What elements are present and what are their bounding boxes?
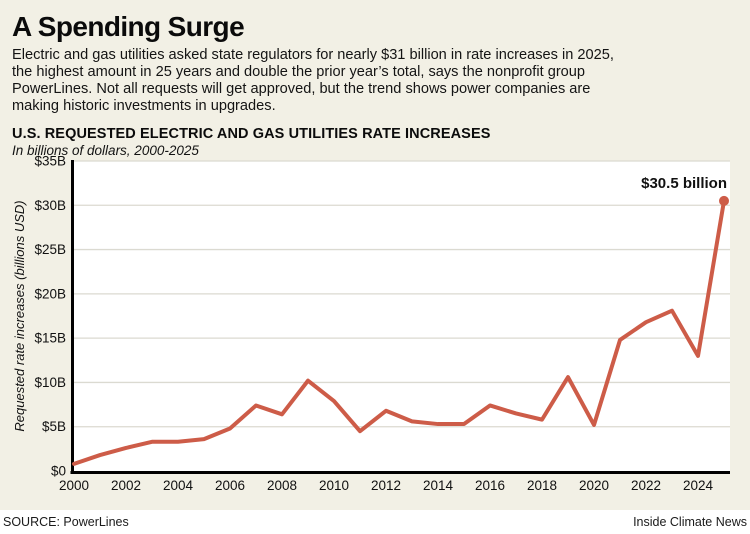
page-title: A Spending Surge [12, 11, 245, 42]
y-axis-tick-label: $5B [42, 419, 66, 434]
x-axis-tick-label: 2016 [475, 478, 505, 493]
source-credit: SOURCE: PowerLines [3, 515, 129, 529]
x-axis-tick-label: 2012 [371, 478, 401, 493]
y-axis-title: Requested rate increases (billions USD) [12, 200, 27, 431]
x-axis-tick-label: 2008 [267, 478, 297, 493]
y-axis-tick-label: $0 [51, 464, 66, 479]
x-axis-tick-label: 2000 [59, 478, 89, 493]
description: Electric and gas utilities asked state r… [12, 47, 738, 115]
y-axis-tick-label: $15B [34, 331, 66, 346]
y-axis-tick-label: $35B [34, 154, 66, 169]
x-axis-tick-label: 2004 [163, 478, 194, 493]
rate-increase-line [72, 198, 726, 466]
y-axis-tick-label: $20B [34, 286, 66, 301]
y-axis-tick-label: $10B [34, 375, 66, 390]
description-line-2: the highest amount in 25 years and doubl… [12, 64, 586, 80]
description-line-1: Electric and gas utilities asked state r… [12, 47, 614, 63]
plot-area [72, 161, 730, 471]
y-axis-tick-label: $25B [34, 242, 66, 257]
publisher-credit: Inside Climate News [633, 515, 747, 529]
footer-bar: SOURCE: PowerLines Inside Climate News [0, 510, 750, 534]
chart-subtitle: In billions of dollars, 2000-2025 [12, 143, 199, 158]
x-axis-tick-label: 2002 [111, 478, 141, 493]
x-axis-tick-label: 2010 [319, 478, 349, 493]
x-axis-tick-label: 2018 [527, 478, 557, 493]
y-axis-tick-label: $30B [34, 198, 66, 213]
description-line-4: making historic investments in upgrades. [12, 98, 276, 114]
x-axis-tick-label: 2020 [579, 478, 609, 493]
x-axis-tick-label: 2024 [683, 478, 714, 493]
description-line-3: PowerLines. Not all requests will get ap… [12, 81, 591, 97]
x-axis-tick-label: 2014 [423, 478, 454, 493]
chart-title: U.S. REQUESTED ELECTRIC AND GAS UTILITIE… [12, 126, 491, 142]
x-axis-tick-label: 2022 [631, 478, 661, 493]
infographic-header: A Spending Surge Electric and gas utilit… [0, 0, 750, 159]
annotation-label: $30.5 billion [641, 175, 727, 192]
x-axis-tick-label: 2006 [215, 478, 245, 493]
rate-increases-line-chart: $0 $5B $10B $15B $20B $25B $30B $35B 2000 2002 200… [12, 154, 730, 493]
end-point-dot [719, 195, 729, 206]
